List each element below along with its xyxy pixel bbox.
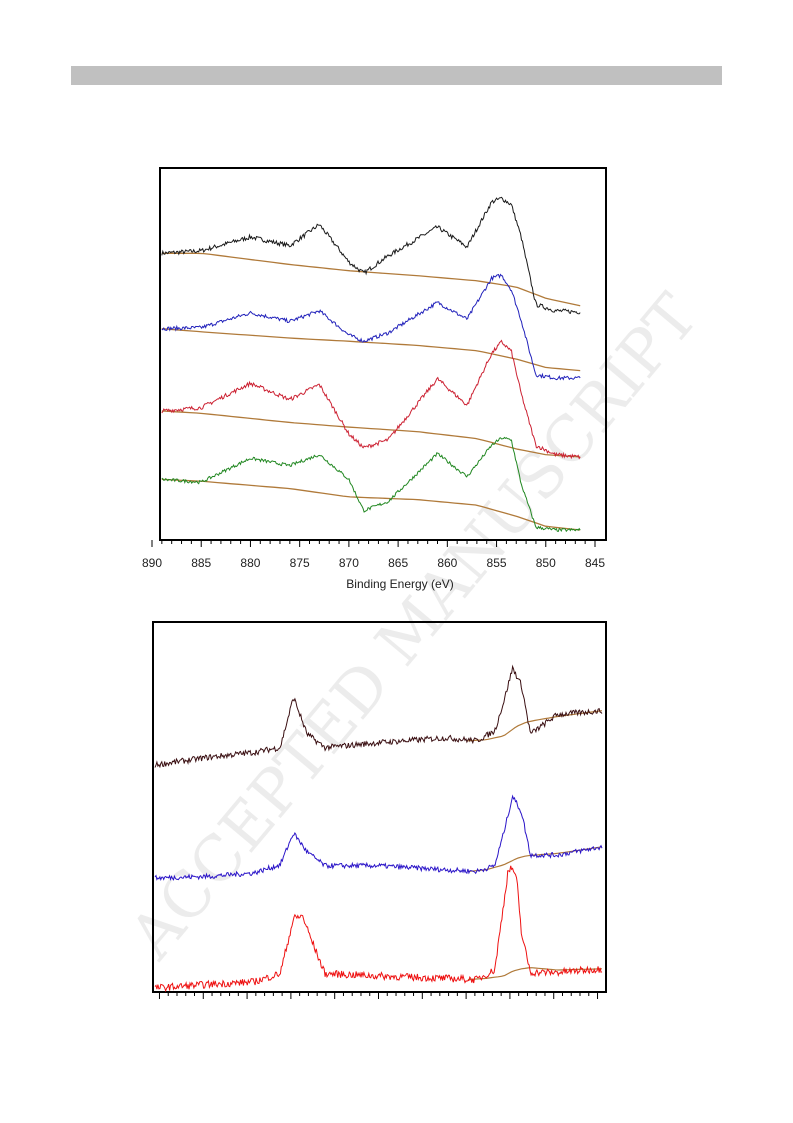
series-layer (161, 196, 581, 533)
x-tick-label: 860 (437, 556, 457, 570)
x-tick-label: 870 (339, 556, 359, 570)
x-tick-label: 880 (240, 556, 260, 570)
spectrum-line (161, 339, 581, 460)
background-line (467, 967, 603, 981)
plot-frame (152, 621, 607, 993)
background-line (467, 710, 603, 742)
x-axis: 890 885 880 875 870 865 860 855 850 845 (142, 540, 605, 570)
series-layer (154, 664, 603, 993)
header-bar (71, 66, 722, 85)
x-tick-label: 890 (142, 556, 162, 570)
xps-survey-chart: 890 885 880 875 870 865 860 855 850 845 Binding E… (142, 167, 607, 591)
x-tick-label: 850 (536, 556, 556, 570)
x-tick-label: 865 (388, 556, 408, 570)
spectrum-line (161, 196, 581, 315)
background-line (161, 410, 581, 458)
spectrum-line (154, 664, 603, 769)
spectrum-line (161, 436, 581, 533)
spectrum-line (161, 273, 581, 381)
x-axis (158, 992, 599, 999)
background-line (161, 252, 581, 307)
x-tick-label: 885 (191, 556, 211, 570)
background-line (161, 478, 581, 531)
x-tick-label: 845 (585, 556, 605, 570)
spectrum-line (154, 794, 603, 882)
x-axis-label: Binding Energy (eV) (346, 577, 453, 591)
spectrum-line (154, 865, 603, 993)
plot-frame (159, 167, 607, 541)
x-tick-label: 855 (487, 556, 507, 570)
x-tick-label: 875 (290, 556, 310, 570)
background-line (161, 327, 581, 372)
